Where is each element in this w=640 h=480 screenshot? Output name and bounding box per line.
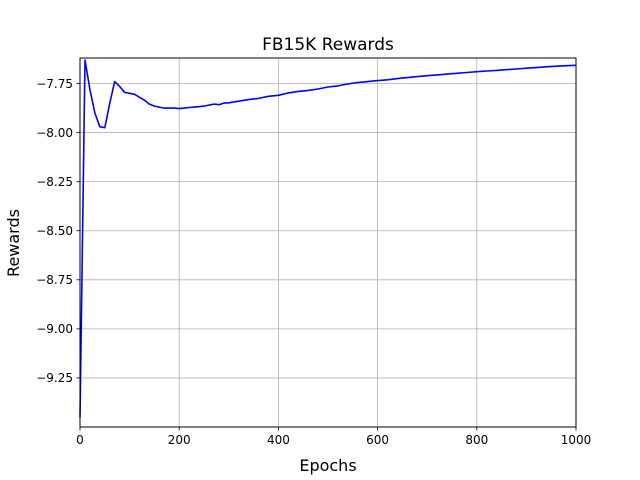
plot-frame (79, 57, 577, 428)
chart-title: FB15K Rewards (262, 35, 394, 55)
x-tick-label: 200 (168, 433, 191, 447)
y-tick-label: −9.00 (36, 322, 73, 336)
x-tick-label: 1000 (561, 433, 592, 447)
x-tick-label: 400 (267, 433, 290, 447)
y-tick-label: −7.75 (36, 77, 73, 91)
x-axis-label: Epochs (299, 456, 356, 475)
y-tick-label: −8.50 (36, 224, 73, 238)
y-tick-label: −8.75 (36, 273, 73, 287)
grid (79, 58, 577, 427)
x-tick-label: 600 (366, 433, 389, 447)
series-layer (79, 59, 577, 418)
y-axis-label: Rewards (4, 209, 23, 277)
ticks: 0 200 400 600 800 1000 −9.25 −9.00 −8.75 −8.50 −8.… (36, 77, 591, 447)
x-tick-label: 800 (465, 433, 488, 447)
y-tick-label: −8.00 (36, 126, 73, 140)
y-tick-label: −8.25 (36, 175, 73, 189)
series-line-rewards (79, 59, 577, 418)
x-tick-label: 0 (76, 433, 84, 447)
y-tick-label: −9.25 (36, 371, 73, 385)
